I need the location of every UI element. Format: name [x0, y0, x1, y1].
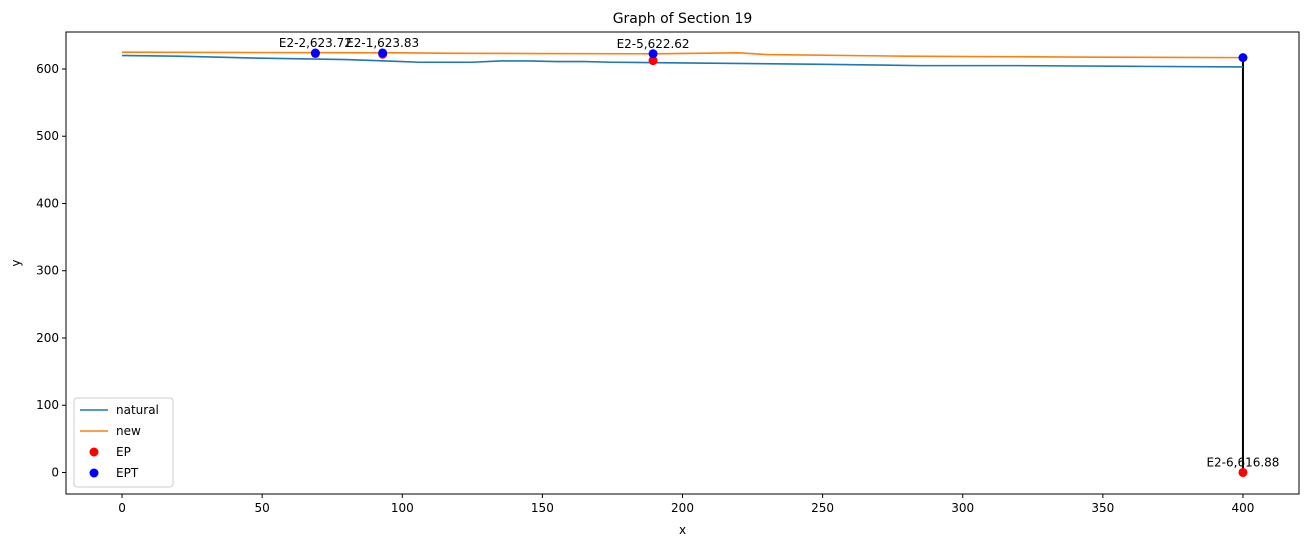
scatter-point-EP — [1238, 467, 1248, 477]
legend-label-natural: natural — [116, 403, 159, 417]
scatter-point-EPT — [310, 48, 320, 58]
x-tick-label: 350 — [1091, 501, 1114, 515]
legend-swatch-EPT — [89, 468, 99, 478]
scatter-point-EPT — [1238, 53, 1248, 63]
y-tick-label: 200 — [36, 331, 59, 345]
scatter-point-EPT — [378, 48, 388, 58]
x-tick-label: 300 — [951, 501, 974, 515]
legend-label-EP: EP — [116, 445, 131, 459]
y-tick-label: 600 — [36, 62, 59, 76]
point-annotation: E2-5,622.62 — [617, 37, 690, 51]
x-tick-label: 150 — [531, 501, 554, 515]
scatter-point-EPT — [648, 49, 658, 59]
x-tick-label: 250 — [811, 501, 834, 515]
y-tick-label: 0 — [51, 465, 59, 479]
point-annotation: E2-1,623.83 — [346, 36, 419, 50]
x-axis-ticks: 0 50 100 150 200 250 300 350 400 — [118, 494, 1254, 515]
x-tick-label: 100 — [391, 501, 414, 515]
chart-title: Graph of Section 19 — [613, 11, 753, 27]
y-tick-label: 400 — [36, 196, 59, 210]
legend-swatch-EP — [89, 447, 99, 457]
x-tick-label: 50 — [255, 501, 270, 515]
x-tick-label: 200 — [671, 501, 694, 515]
x-tick-label: 400 — [1232, 501, 1255, 515]
point-annotation: E2-6,616.88 — [1206, 455, 1279, 469]
y-tick-label: 500 — [36, 129, 59, 143]
legend-label-EPT: EPT — [116, 466, 139, 480]
y-axis-ticks: 0 100 200 300 400 500 600 — [36, 62, 66, 479]
legend-label-new: new — [116, 424, 141, 438]
series-line-new — [122, 51, 1243, 59]
y-tick-label: 100 — [36, 398, 59, 412]
y-axis-label: y — [9, 259, 23, 266]
legend: natural new EP EPT — [73, 397, 174, 488]
legend-box — [73, 397, 174, 488]
point-annotation: E2-2,623.72 — [279, 36, 352, 50]
series-line-natural — [122, 54, 1243, 68]
y-tick-label: 300 — [36, 264, 59, 278]
x-tick-label: 0 — [118, 501, 126, 515]
scatter-point-EP — [648, 56, 658, 66]
plot-area-frame — [65, 31, 1300, 495]
x-axis-label: x — [679, 523, 686, 537]
